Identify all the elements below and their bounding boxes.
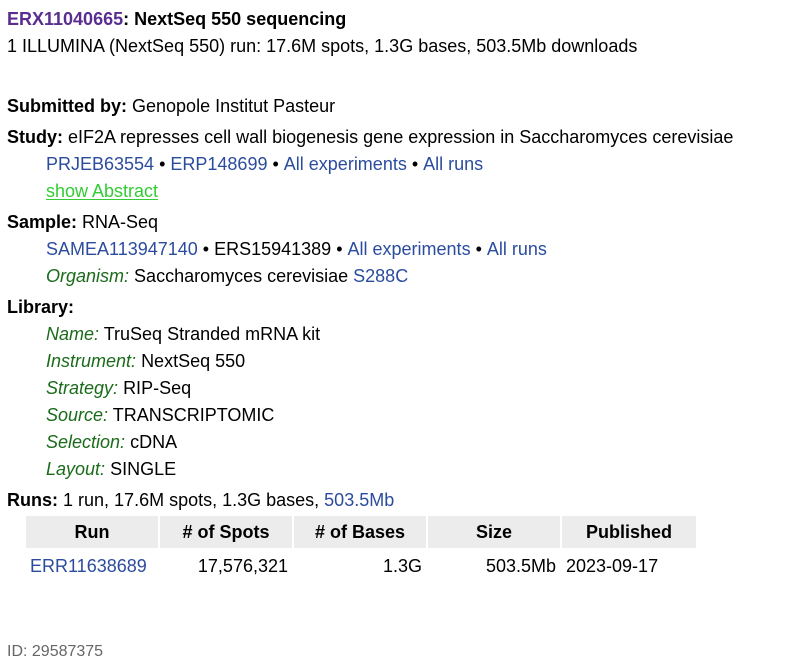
study-all-runs-link[interactable]: All runs bbox=[423, 154, 484, 174]
bullet: • bbox=[475, 239, 482, 259]
abstract-row: show Abstract bbox=[7, 178, 802, 205]
sample-row: Sample: RNA-Seq bbox=[7, 209, 802, 236]
run-accession-link[interactable]: ERR11638689 bbox=[30, 555, 147, 576]
runs-table: Run # of Spots # of Bases Size Published… bbox=[24, 514, 698, 584]
organism-row: Organism: Saccharomyces cerevisiae S288C bbox=[7, 263, 802, 290]
library-field: Name: TruSeq Stranded mRNA kit bbox=[7, 321, 802, 348]
column-header: # of Spots bbox=[160, 516, 292, 548]
table-row: ERR11638689 17,576,321 1.3G 503.5Mb 2023… bbox=[26, 550, 696, 582]
study-title: eIF2A represses cell wall biogenesis gen… bbox=[68, 127, 734, 147]
experiment-accession-link[interactable]: ERX11040665 bbox=[7, 9, 124, 29]
published-cell: 2023-09-17 bbox=[566, 555, 659, 576]
library-field: Instrument: NextSeq 550 bbox=[7, 348, 802, 375]
column-header: Run bbox=[26, 516, 158, 548]
runs-summary: 1 run, 17.6M spots, 1.3G bases, bbox=[63, 490, 320, 510]
bullet: • bbox=[336, 239, 343, 259]
sample-ers-accession: ERS15941389 bbox=[214, 239, 332, 259]
bioproject-link[interactable]: PRJEB63554 bbox=[46, 154, 155, 174]
library-field-label: Layout: bbox=[46, 459, 106, 479]
submitted-by-value: Genopole Institut Pasteur bbox=[132, 96, 336, 116]
runs-table-header: Run # of Spots # of Bases Size Published bbox=[26, 516, 696, 548]
sample-value: RNA-Seq bbox=[82, 212, 159, 232]
strain-link[interactable]: S288C bbox=[353, 266, 409, 286]
library-field-label: Strategy: bbox=[46, 378, 119, 398]
study-all-experiments-link[interactable]: All experiments bbox=[283, 154, 407, 174]
column-header: Size bbox=[428, 516, 560, 548]
show-abstract-link[interactable]: show Abstract bbox=[46, 181, 159, 201]
library-field-value: cDNA bbox=[130, 432, 178, 452]
library-field-value: SINGLE bbox=[110, 459, 177, 479]
column-header: # of Bases bbox=[294, 516, 426, 548]
library-field-value: TRANSCRIPTOMIC bbox=[112, 405, 275, 425]
organism-label: Organism: bbox=[46, 266, 130, 286]
runs-size-link[interactable]: 503.5Mb bbox=[324, 490, 395, 510]
library-field: Layout: SINGLE bbox=[7, 456, 802, 483]
library-field-label: Name: bbox=[46, 324, 100, 344]
record-id: ID: 29587375 bbox=[7, 643, 104, 660]
experiment-title: NextSeq 550 sequencing bbox=[134, 9, 347, 29]
library-field-label: Source: bbox=[46, 405, 109, 425]
bullet: • bbox=[272, 154, 279, 174]
library-field-value: TruSeq Stranded mRNA kit bbox=[103, 324, 321, 344]
sample-label: Sample: bbox=[7, 212, 78, 232]
bases-cell: 1.3G bbox=[382, 555, 422, 576]
size-cell: 503.5Mb bbox=[485, 555, 556, 576]
runs-row: Runs: 1 run, 17.6M spots, 1.3G bases, 50… bbox=[7, 487, 802, 514]
submitted-by-row: Submitted by: Genopole Institut Pasteur bbox=[7, 93, 802, 120]
library-field: Strategy: RIP-Seq bbox=[7, 375, 802, 402]
study-label: Study: bbox=[7, 127, 63, 147]
spots-cell: 17,576,321 bbox=[197, 555, 288, 576]
study-links: PRJEB63554 • ERP148699 • All experiments • All… bbox=[7, 151, 802, 178]
library-field-label: Instrument: bbox=[46, 351, 137, 371]
library-label: Library: bbox=[7, 297, 75, 317]
biosample-link[interactable]: SAMEA113947140 bbox=[46, 239, 198, 259]
library-field-label: Selection: bbox=[46, 432, 126, 452]
bullet: • bbox=[411, 154, 419, 174]
library-field: Source: TRANSCRIPTOMIC bbox=[7, 402, 802, 429]
library-field: Selection: cDNA bbox=[7, 429, 802, 456]
experiment-page: ERX11040665: NextSeq 550 sequencing 1 IL… bbox=[7, 6, 802, 584]
bullet: • bbox=[159, 154, 166, 174]
submitted-by-label: Submitted by: bbox=[7, 96, 127, 116]
header-colon: : bbox=[123, 9, 130, 29]
organism-value: Saccharomyces cerevisiae bbox=[134, 266, 349, 286]
runs-label: Runs: bbox=[7, 490, 58, 510]
sample-all-runs-link[interactable]: All runs bbox=[486, 239, 547, 259]
experiment-header: ERX11040665: NextSeq 550 sequencing bbox=[7, 6, 802, 33]
bullet: • bbox=[202, 239, 210, 259]
library-field-value: NextSeq 550 bbox=[141, 351, 246, 371]
library-field-value: RIP-Seq bbox=[123, 378, 192, 398]
study-accession-link[interactable]: ERP148699 bbox=[170, 154, 268, 174]
sample-links: SAMEA113947140 • ERS15941389 • All experimen… bbox=[7, 236, 802, 263]
study-row: Study: eIF2A represses cell wall biogene… bbox=[7, 124, 802, 151]
run-cell: ERR11638689 bbox=[26, 550, 158, 582]
sample-all-experiments-link[interactable]: All experiments bbox=[347, 239, 471, 259]
run-summary: 1 ILLUMINA (NextSeq 550) run: 17.6M spot… bbox=[7, 36, 638, 56]
column-header: Published bbox=[562, 516, 696, 548]
